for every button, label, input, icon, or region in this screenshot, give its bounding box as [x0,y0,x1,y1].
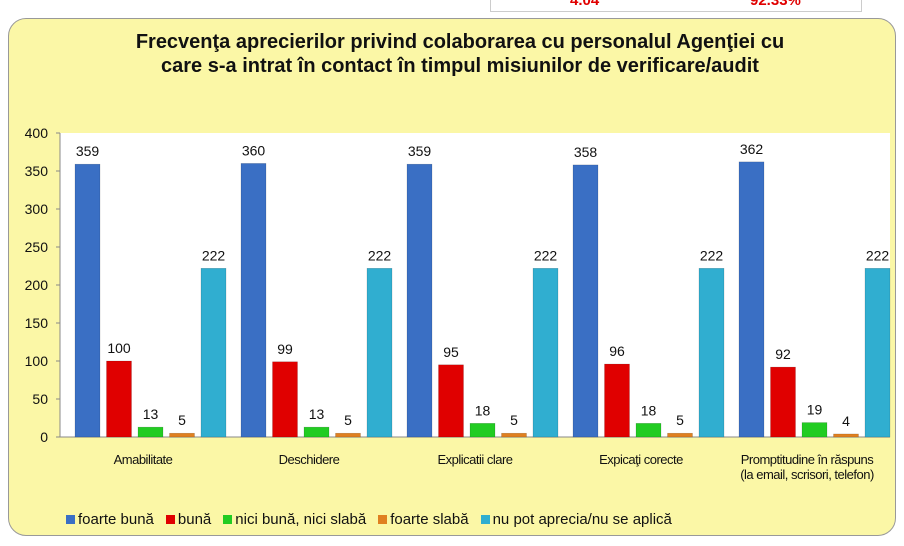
bar [635,423,662,438]
y-tick-label: 0 [40,429,48,445]
bar [169,432,195,438]
legend-swatch [223,515,233,524]
bar [200,268,227,438]
x-tick-label: Promptitudine în răspuns (la email, scri… [740,452,874,482]
data-label: 13 [143,406,159,422]
bar [240,163,267,438]
legend-swatch [66,515,75,524]
data-label: 358 [574,144,598,160]
data-label: 5 [510,412,518,428]
bar [864,268,891,438]
data-label: 5 [344,412,352,428]
bar [106,360,132,438]
data-label: 19 [807,402,823,418]
bar [335,432,361,438]
y-tick-label: 300 [25,201,49,217]
data-label: 92 [775,346,791,362]
x-tick-label: Amabilitate [113,452,173,467]
legend-swatch [165,515,175,524]
data-label: 96 [609,343,625,359]
header-box [490,0,862,12]
annotation: 4.04 [570,0,600,9]
bar [667,432,693,438]
bar [738,161,765,438]
bar [272,361,298,438]
bar [801,422,828,438]
data-label: 99 [277,341,293,357]
bar [833,433,859,438]
legend-label: foarte bună [78,511,154,528]
data-label: 222 [700,247,724,263]
data-label: 95 [443,344,459,360]
x-tick-label: Explicatii clare [437,452,513,467]
bar [74,163,101,438]
data-label: 18 [641,402,657,418]
legend-label: nu pot aprecia/nu se aplică [492,511,672,528]
bar [604,363,630,438]
bar [698,268,725,438]
data-label: 359 [408,143,432,159]
bar [501,432,527,438]
legend-item: nici bună, nici slabă [223,511,366,528]
y-tick-label: 350 [25,163,49,179]
y-tick-label: 200 [25,277,49,293]
data-label: 18 [475,402,491,418]
legend-label: nici bună, nici slabă [235,511,367,528]
data-label: 13 [309,406,325,422]
legend-item: foarte bună [66,511,154,528]
bar [532,268,559,438]
data-label: 5 [676,412,684,428]
data-label: 4 [842,413,850,429]
legend-item: foarte slabă [378,511,469,528]
legend: foarte bună bună nici bună, nici slabă foar… [66,511,672,528]
bar [469,423,496,438]
bar [572,164,599,438]
data-label: 359 [76,143,100,159]
plot-area [60,133,890,437]
chart-title: Frecvenţa aprecierilor privind colaborar… [135,31,785,77]
bar [366,268,393,438]
data-label: 222 [866,247,890,263]
bar [303,426,330,438]
legend-swatch [480,515,490,524]
bar [137,426,164,438]
data-label: 5 [178,412,186,428]
y-tick-label: 50 [32,391,48,407]
bar [770,366,796,438]
bar [406,163,433,438]
legend-swatch [378,515,388,524]
data-label: 222 [202,247,226,263]
y-tick-label: 150 [25,315,49,331]
data-label: 362 [740,141,764,157]
y-tick-label: 250 [25,239,49,255]
data-label: 222 [534,247,558,263]
legend-item: bună [165,511,212,528]
y-tick-label: 100 [25,353,49,369]
legend-label: bună [177,511,212,528]
x-tick-label: Expicaţi corecte [599,452,683,467]
legend-item: nu pot aprecia/nu se aplică [480,511,672,528]
data-label: 100 [107,340,131,356]
x-tick-label: Deschidere [278,452,340,467]
data-label: 360 [242,142,266,158]
bar [438,364,464,438]
legend-label: foarte slabă [390,511,469,528]
data-label: 222 [368,247,392,263]
y-tick-label: 400 [25,125,49,141]
annotation: 92.33% [750,0,801,9]
